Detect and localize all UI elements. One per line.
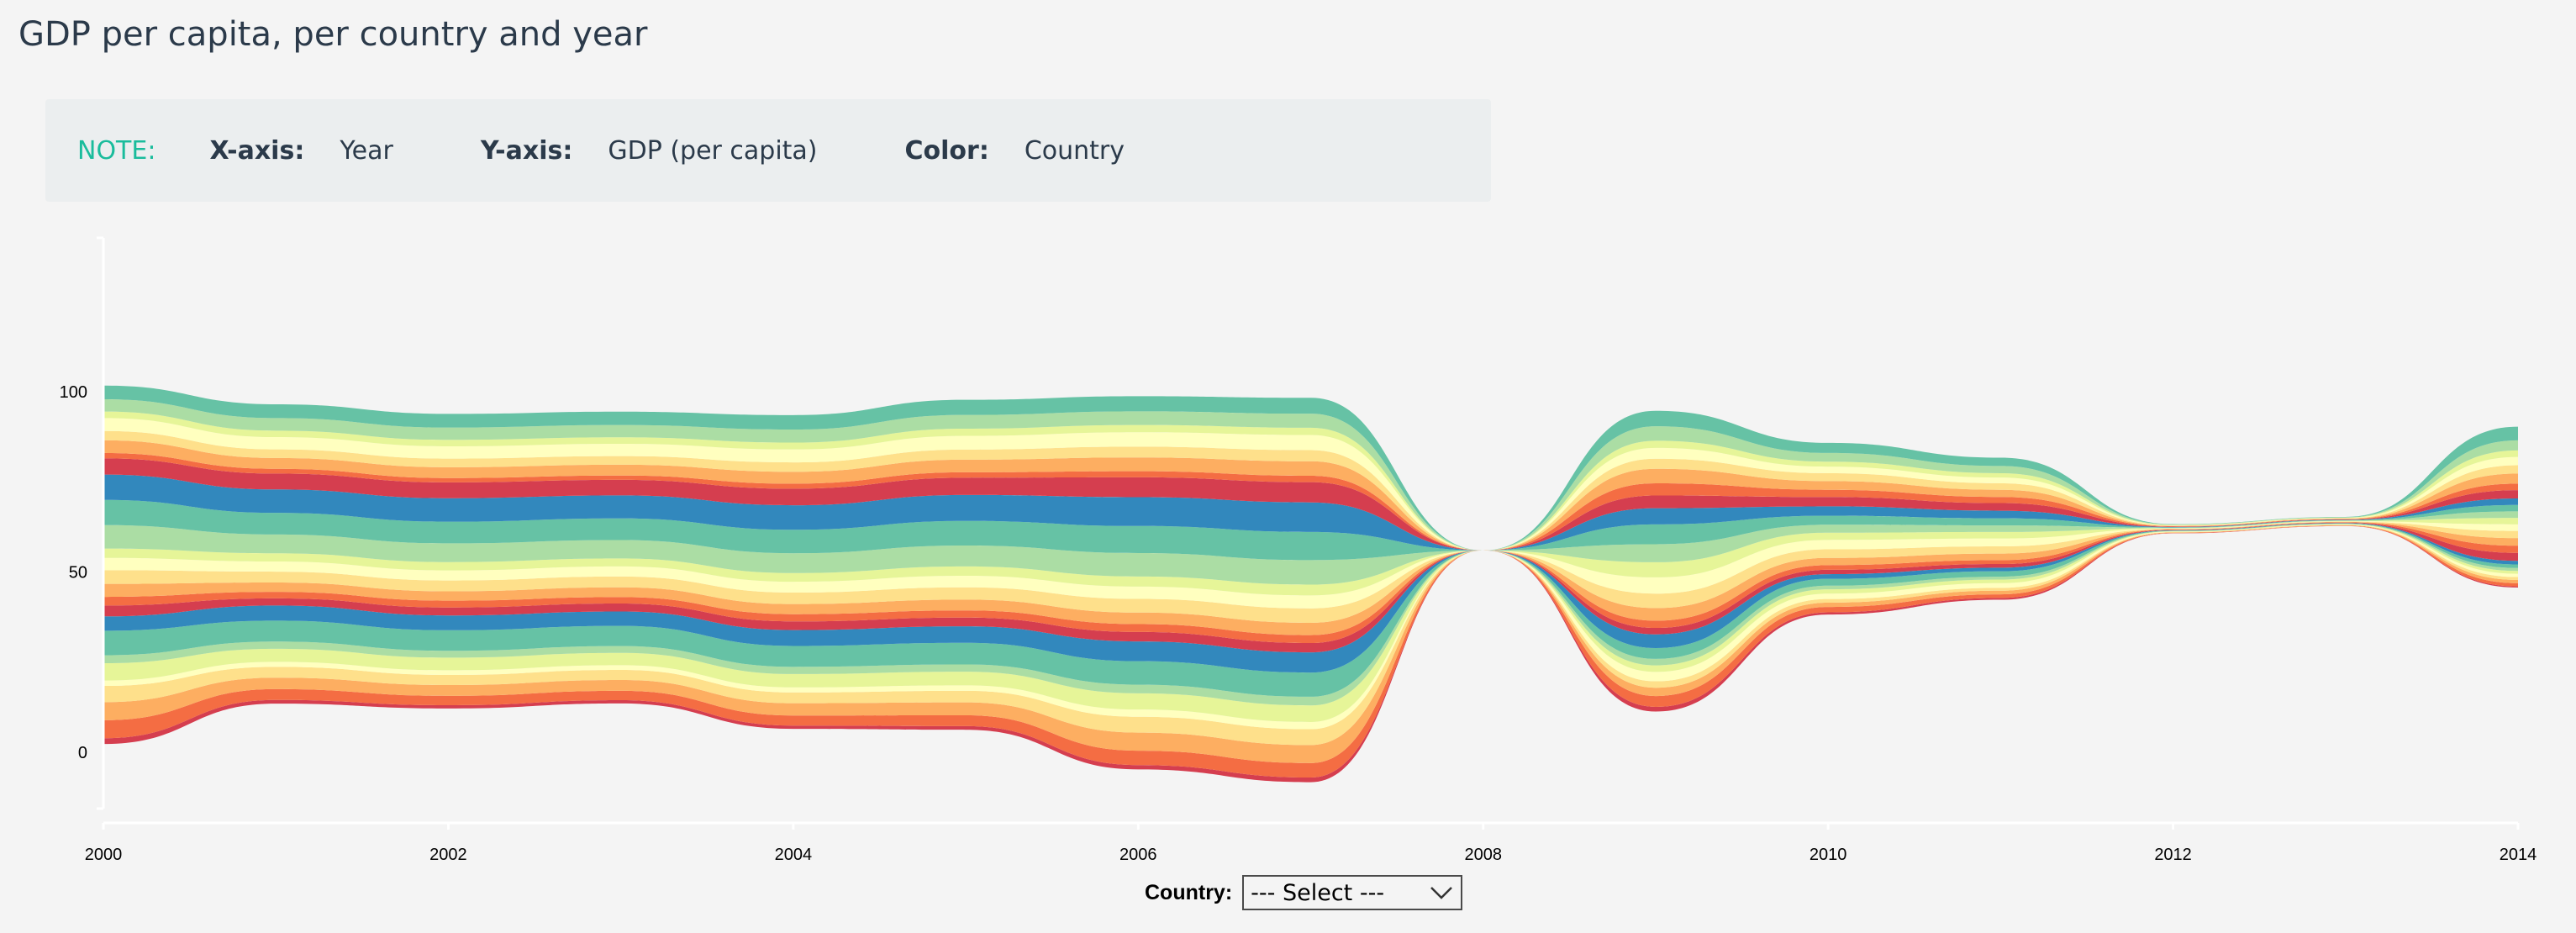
stream-layer[interactable]	[103, 411, 2518, 551]
stream-layer[interactable]	[103, 518, 2518, 596]
x-tick-label: 2006	[1119, 846, 1157, 864]
stream-layer[interactable]	[103, 522, 2518, 653]
y-axis-value: GDP (per capita)	[608, 135, 818, 166]
y-axis: 0 50 100	[60, 236, 105, 810]
y-tick-label: 100	[60, 383, 87, 402]
chevron-down-icon	[1430, 887, 1453, 899]
x-axis: 2000 2002 2004 2006 2008 2010 2012 2014	[85, 821, 2537, 864]
x-tick-label: 2012	[2154, 846, 2192, 864]
stream-layer[interactable]	[103, 524, 2518, 730]
x-tick-label: 2014	[2500, 846, 2537, 864]
country-select[interactable]: --- Select ---	[1242, 875, 1463, 910]
stream-layer[interactable]	[103, 521, 2518, 609]
x-tick-label: 2008	[1464, 846, 1502, 864]
axis-note-panel: NOTE: X-axis: Year Y-axis: GDP (per capi…	[45, 99, 1491, 202]
stream-layer[interactable]	[103, 524, 2518, 722]
stream-layer[interactable]	[103, 524, 2518, 746]
stream-layer[interactable]	[103, 385, 2518, 551]
stream-layer[interactable]	[103, 452, 2518, 551]
page-title: GDP per capita, per country and year	[18, 15, 648, 54]
x-axis-value: Year	[340, 135, 393, 166]
x-axis-key: X-axis:	[209, 135, 305, 166]
country-select-value: --- Select ---	[1251, 879, 1385, 906]
stream-layer[interactable]	[103, 440, 2518, 551]
y-axis-key: Y-axis:	[480, 135, 573, 166]
x-tick-label: 2004	[775, 846, 813, 864]
stream-layer[interactable]	[103, 418, 2518, 551]
stream-layers	[103, 385, 2518, 783]
stream-layer[interactable]	[103, 524, 2518, 706]
color-key: Color:	[904, 135, 989, 166]
y-tick-label: 50	[69, 564, 87, 582]
color-value: Country	[1024, 135, 1125, 166]
note-label: NOTE:	[77, 135, 156, 166]
stream-layer[interactable]	[103, 399, 2518, 551]
stream-layer[interactable]	[103, 511, 2518, 585]
x-tick-label: 2010	[1810, 846, 1847, 864]
streamgraph-chart: 0 50 100 2000 2002 2004 2006 2008 2010 2012 2014	[60, 236, 2537, 864]
country-filter-label: Country:	[1145, 880, 1233, 904]
stream-layer[interactable]	[103, 430, 2518, 551]
country-filter: Country: --- Select ---	[1145, 875, 1463, 910]
y-tick-label: 0	[78, 744, 87, 762]
stream-layer[interactable]	[103, 523, 2518, 697]
x-tick-label: 2002	[429, 846, 467, 864]
stream-layer[interactable]	[103, 474, 2518, 551]
stream-layer[interactable]	[103, 523, 2518, 673]
x-tick-label: 2000	[85, 846, 123, 864]
stream-layer[interactable]	[103, 499, 2518, 561]
